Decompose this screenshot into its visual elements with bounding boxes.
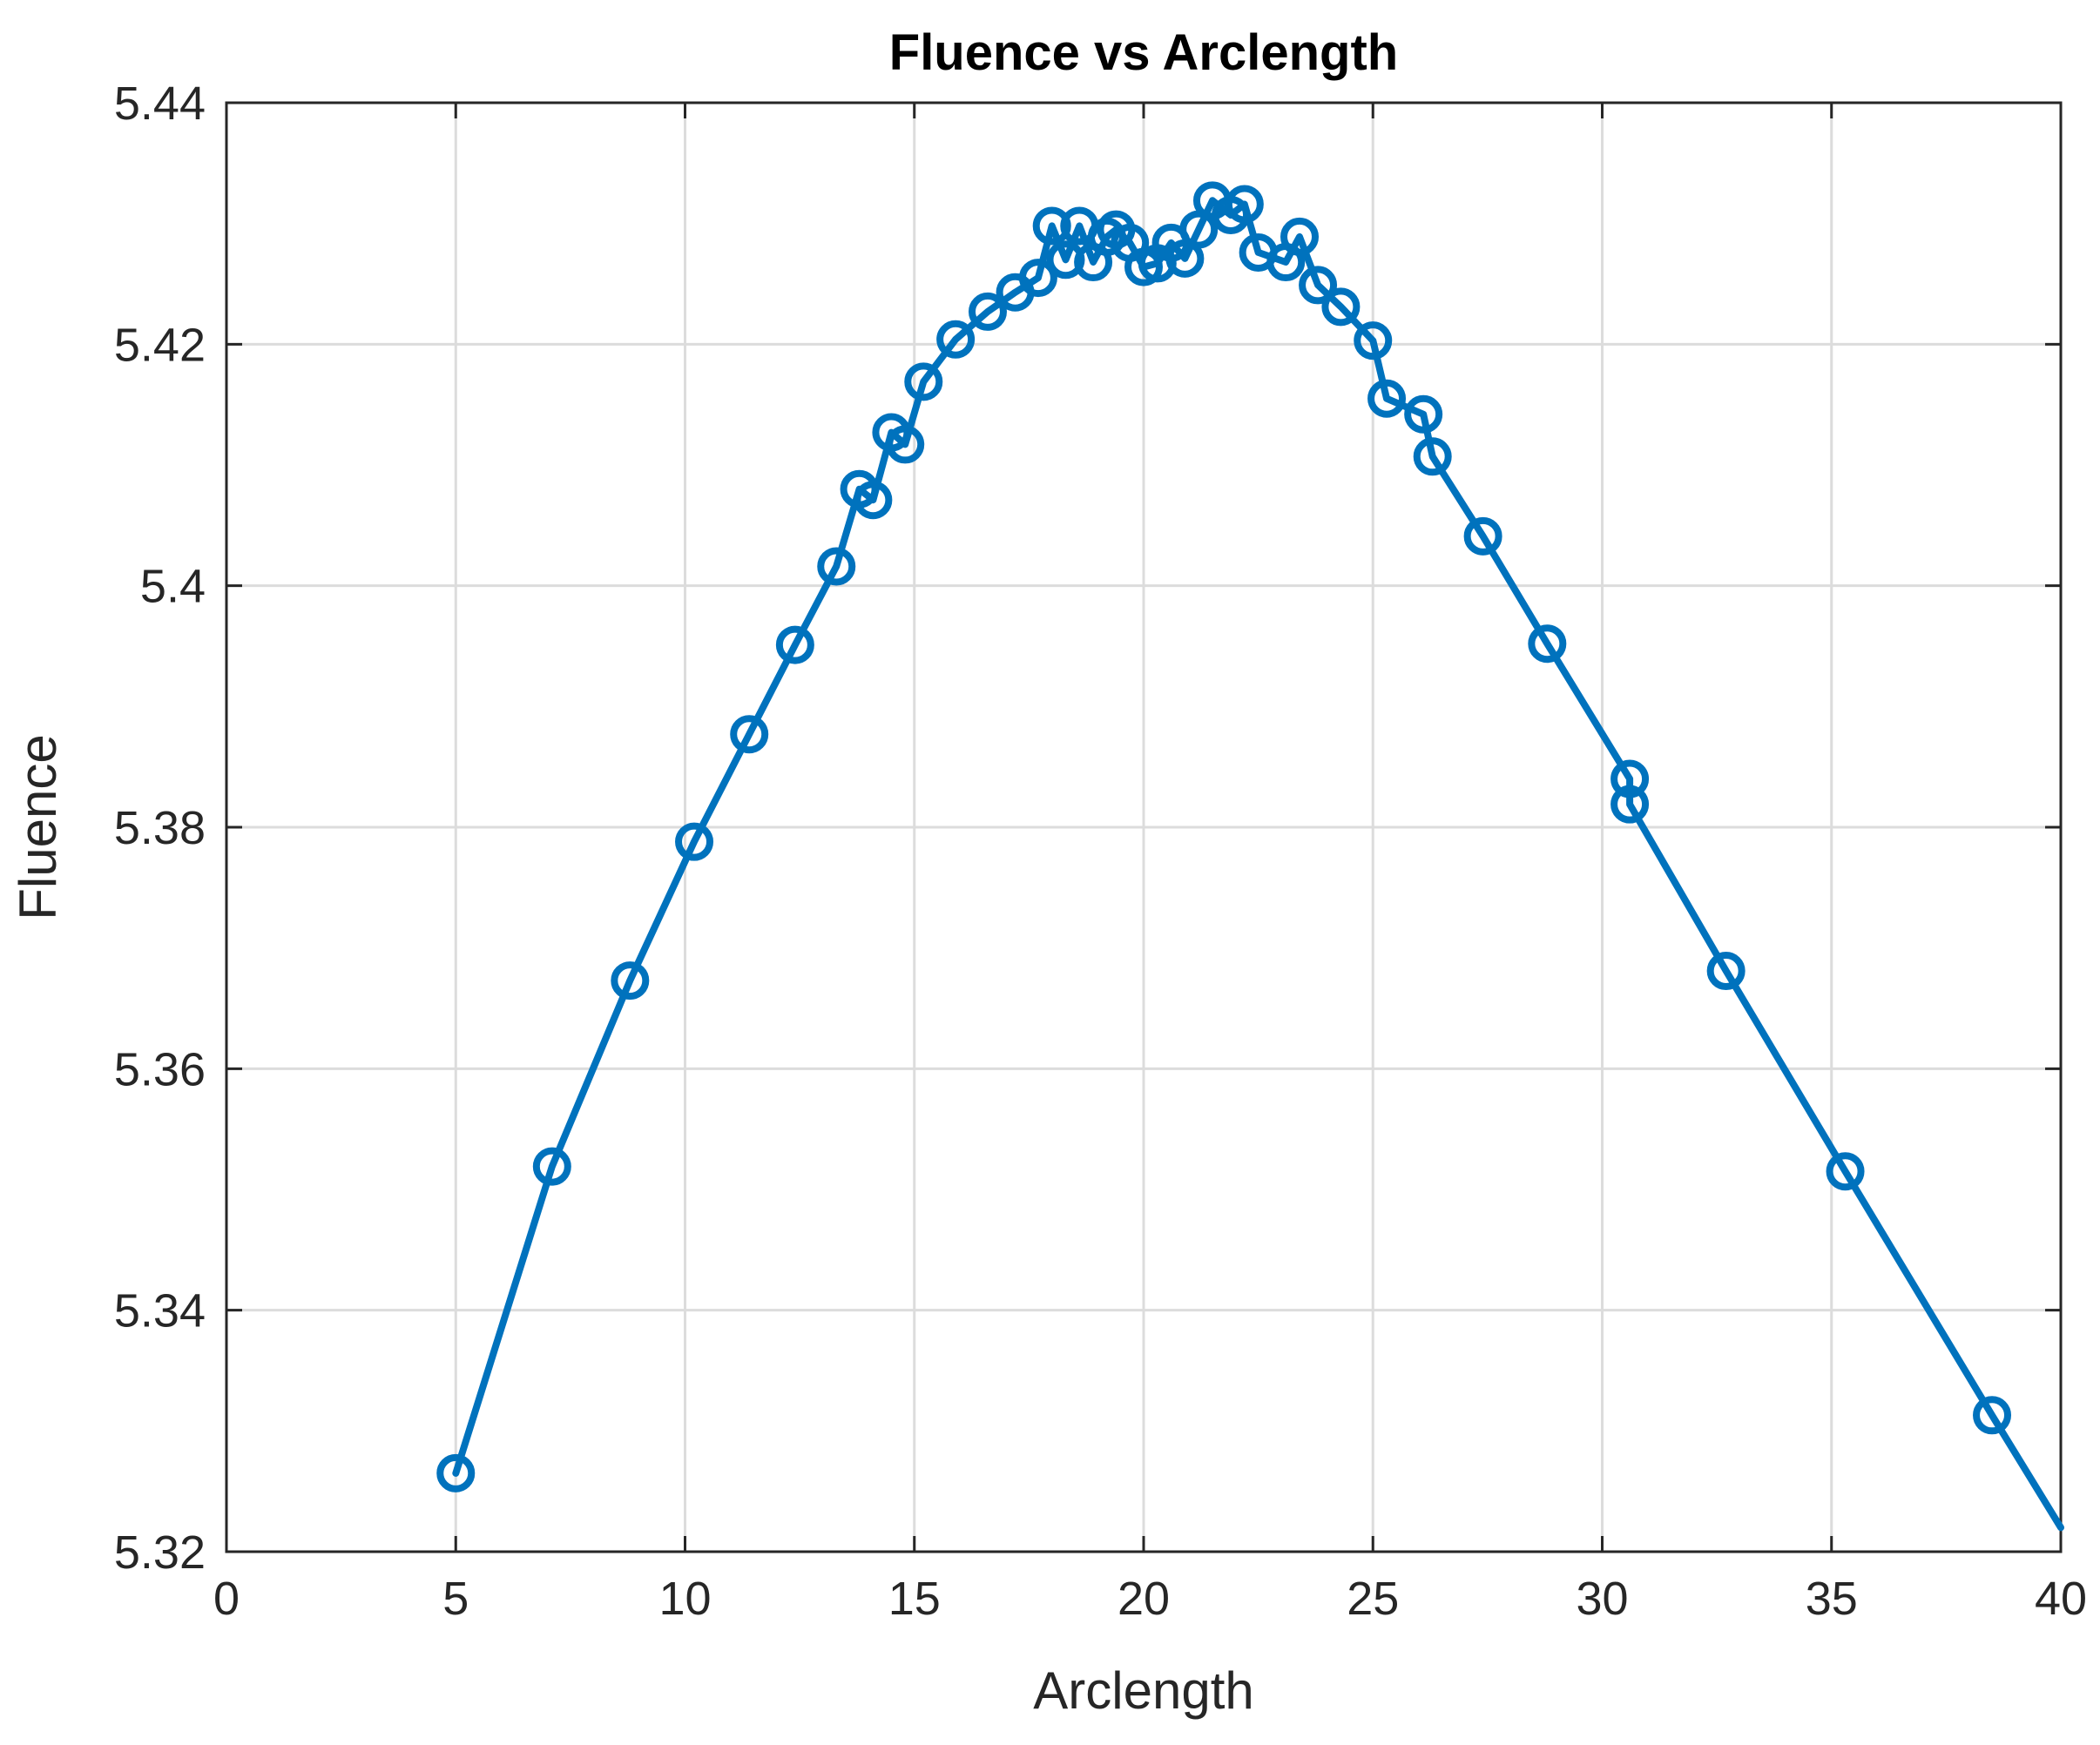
data-point-marker <box>1032 206 1071 246</box>
data-point-marker <box>1280 217 1320 256</box>
data-point-marker <box>1610 785 1650 824</box>
y-tick-label: 5.32 <box>114 1526 206 1579</box>
x-tick-label: 15 <box>888 1573 941 1625</box>
data-point-marker <box>1321 287 1361 327</box>
x-tick-label: 10 <box>658 1573 711 1625</box>
y-tick-labels: 5.32 5.34 5.36 5.38 5.4 5.42 5.44 <box>114 77 206 1579</box>
data-point-marker <box>886 425 925 464</box>
y-tick-label: 5.42 <box>114 319 206 371</box>
data-point-marker <box>854 481 893 520</box>
x-tick-label: 20 <box>1118 1573 1170 1625</box>
grid-lines <box>226 103 2061 1552</box>
data-point-marker <box>936 320 976 359</box>
data-point-marker <box>1826 1152 1865 1191</box>
y-axis-label: Fluence <box>9 734 67 920</box>
data-point-marker <box>1610 759 1650 798</box>
x-tick-label: 0 <box>213 1573 240 1625</box>
tick-marks <box>225 101 2063 1553</box>
data-point-marker <box>904 362 943 401</box>
data-point-marker <box>1367 379 1407 418</box>
data-point-marker <box>436 1453 476 1492</box>
chart-title: Fluence vs Arclength <box>889 24 1398 81</box>
series-line <box>452 197 2064 1532</box>
data-point-marker <box>1973 1396 2012 1435</box>
y-tick-label: 5.36 <box>114 1043 206 1095</box>
y-tick-label: 5.34 <box>114 1285 206 1337</box>
data-point-marker <box>968 292 1007 331</box>
x-tick-label: 30 <box>1576 1573 1628 1625</box>
data-point-marker <box>1706 952 1745 991</box>
x-axis-label: Arclength <box>1033 1661 1253 1720</box>
data-point-marker <box>532 1147 571 1186</box>
x-tick-label: 25 <box>1347 1573 1399 1625</box>
y-tick-label: 5.38 <box>114 802 206 854</box>
y-tick-label: 5.4 <box>140 561 206 613</box>
data-point-marker <box>675 822 714 861</box>
series-layer <box>436 181 2064 1532</box>
data-point-marker <box>1299 266 1338 305</box>
x-tick-label: 5 <box>442 1573 469 1625</box>
data-point-marker <box>1528 624 1567 664</box>
data-point-marker <box>1404 394 1443 434</box>
x-tick-label: 35 <box>1806 1573 1858 1625</box>
data-point-marker <box>1354 321 1393 360</box>
x-tick-labels: 0 5 10 15 20 25 30 35 40 <box>213 1573 2087 1625</box>
data-point-marker <box>1018 259 1057 298</box>
data-point-marker <box>730 715 769 754</box>
data-point-marker <box>1046 240 1085 280</box>
data-point-marker <box>775 625 814 664</box>
y-tick-label: 5.44 <box>114 77 206 130</box>
data-point-marker <box>1463 516 1502 556</box>
x-tick-label: 40 <box>2035 1573 2087 1625</box>
data-point-marker <box>817 547 856 586</box>
data-point-marker <box>611 961 650 1001</box>
data-point-marker <box>1413 437 1452 476</box>
data-point-marker <box>1225 185 1264 224</box>
